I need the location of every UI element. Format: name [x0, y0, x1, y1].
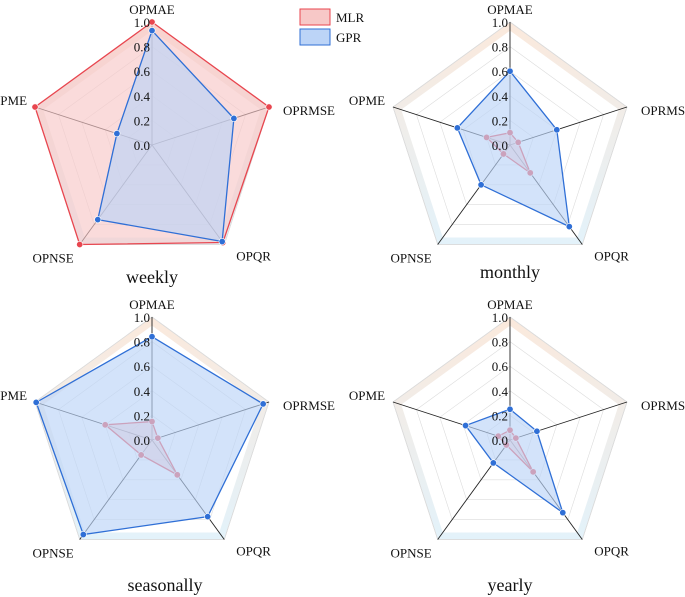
panel-title: yearly — [488, 575, 533, 595]
axis-label-OPMAE: OPMAE — [487, 297, 533, 312]
tick-label: 1.0 — [134, 15, 150, 30]
axis-label-OPMAE: OPMAE — [129, 2, 175, 17]
tick-label: 0.2 — [134, 113, 150, 128]
panel-title: weekly — [126, 267, 178, 287]
tick-label: 0.4 — [492, 89, 509, 104]
tick-label: 1.0 — [492, 310, 508, 325]
axis-label-OPQR: OPQR — [236, 544, 271, 559]
axis-label-OPRMSE: OPRMSE — [641, 103, 685, 118]
axis-label-OPME: OPME — [0, 388, 27, 403]
panel-title: seasonally — [128, 575, 203, 595]
data-point-gpr-OPRMSE — [230, 114, 238, 122]
tick-label: 0.8 — [134, 335, 150, 350]
axis-label-OPNSE: OPNSE — [391, 251, 432, 266]
tick-label: 0.0 — [492, 138, 508, 153]
tick-label: 0.6 — [134, 64, 151, 79]
data-point-gpr-OPRMSE — [553, 126, 561, 134]
data-point-gpr-OPMAE — [506, 67, 514, 75]
data-point-gpr-OPNSE — [489, 459, 497, 467]
tick-label: 0.4 — [134, 89, 151, 104]
tick-label: 0.8 — [134, 40, 150, 55]
data-point-mlr-OPRMSE — [265, 103, 273, 111]
data-point-mlr-OPME — [31, 103, 39, 111]
data-point-gpr-OPQR — [218, 238, 226, 246]
legend-swatch-gpr — [299, 28, 331, 46]
data-point-gpr-OPME — [113, 130, 121, 138]
chart-legend: MLR GPR — [299, 8, 365, 46]
axis-label-OPMAE: OPMAE — [487, 2, 533, 17]
data-point-gpr-OPRMSE — [533, 427, 541, 435]
tick-label: 0.2 — [492, 408, 508, 423]
series-area-gpr — [464, 408, 564, 515]
series-area-gpr — [35, 335, 264, 536]
radar-grid-ring — [439, 70, 581, 206]
data-point-gpr-OPQR — [204, 513, 212, 521]
axis-label-OPMAE: OPMAE — [129, 297, 175, 312]
tick-label: 0.0 — [492, 433, 508, 448]
legend-label-mlr: MLR — [336, 10, 365, 25]
tick-label: 0.8 — [492, 40, 508, 55]
axis-label-OPME: OPME — [349, 93, 385, 108]
radar-grid-ring — [462, 390, 558, 481]
data-point-gpr-OPMAE — [506, 405, 514, 413]
tick-label: 0.4 — [492, 384, 509, 399]
radar-grid-ring — [416, 341, 604, 520]
tick-label: 0.6 — [134, 359, 151, 374]
axis-label-OPRMSE: OPRMSE — [641, 398, 685, 413]
data-point-mlr-OPMAE — [148, 18, 156, 26]
radar-grid-ring — [439, 365, 581, 501]
axis-label-OPRMSE: OPRMSE — [283, 103, 335, 118]
tick-label: 0.2 — [492, 113, 508, 128]
data-point-gpr-OPQR — [565, 223, 573, 231]
axis-label-OPNSE: OPNSE — [33, 251, 74, 266]
tick-label: 0.0 — [134, 138, 150, 153]
radar-grid-ring — [416, 46, 604, 225]
data-point-gpr-OPNSE — [94, 216, 102, 224]
radar-grid-ring — [392, 316, 628, 540]
data-point-gpr-OPMAE — [148, 333, 156, 341]
axis-label-OPQR: OPQR — [236, 249, 271, 264]
tick-label: 0.6 — [492, 64, 509, 79]
series-area-gpr — [96, 29, 235, 243]
tick-label: 1.0 — [134, 310, 150, 325]
axis-label-OPNSE: OPNSE — [391, 546, 432, 561]
data-point-gpr-OPMAE — [148, 27, 156, 35]
tick-label: 0.0 — [134, 433, 150, 448]
data-point-gpr-OPME — [32, 398, 40, 406]
data-point-gpr-OPNSE — [477, 181, 485, 189]
data-point-gpr-OPNSE — [79, 531, 87, 539]
axis-label-OPRMSE: OPRMSE — [283, 398, 335, 413]
data-point-gpr-OPRMSE — [259, 400, 267, 408]
radar-grid-ring — [392, 21, 628, 245]
tick-label: 0.4 — [134, 384, 151, 399]
axis-label-OPME: OPME — [0, 93, 27, 108]
panel-title: monthly — [480, 262, 540, 282]
axis-label-OPQR: OPQR — [594, 544, 629, 559]
axis-label-OPQR: OPQR — [594, 249, 629, 264]
tick-label: 1.0 — [492, 15, 508, 30]
tick-label: 0.2 — [134, 408, 150, 423]
data-point-gpr-OPQR — [559, 509, 567, 517]
radar-grid-ring — [34, 316, 270, 540]
data-point-gpr-OPME — [453, 124, 461, 132]
axis-label-OPME: OPME — [349, 388, 385, 403]
axis-label-OPNSE: OPNSE — [33, 546, 74, 561]
data-point-mlr-OPNSE — [76, 241, 84, 249]
tick-label: 0.6 — [492, 359, 509, 374]
series-area-gpr — [456, 70, 571, 228]
legend-label-gpr: GPR — [336, 30, 362, 45]
tick-label: 0.8 — [492, 335, 508, 350]
data-point-gpr-OPME — [462, 422, 470, 430]
legend-swatch-mlr — [299, 8, 331, 26]
